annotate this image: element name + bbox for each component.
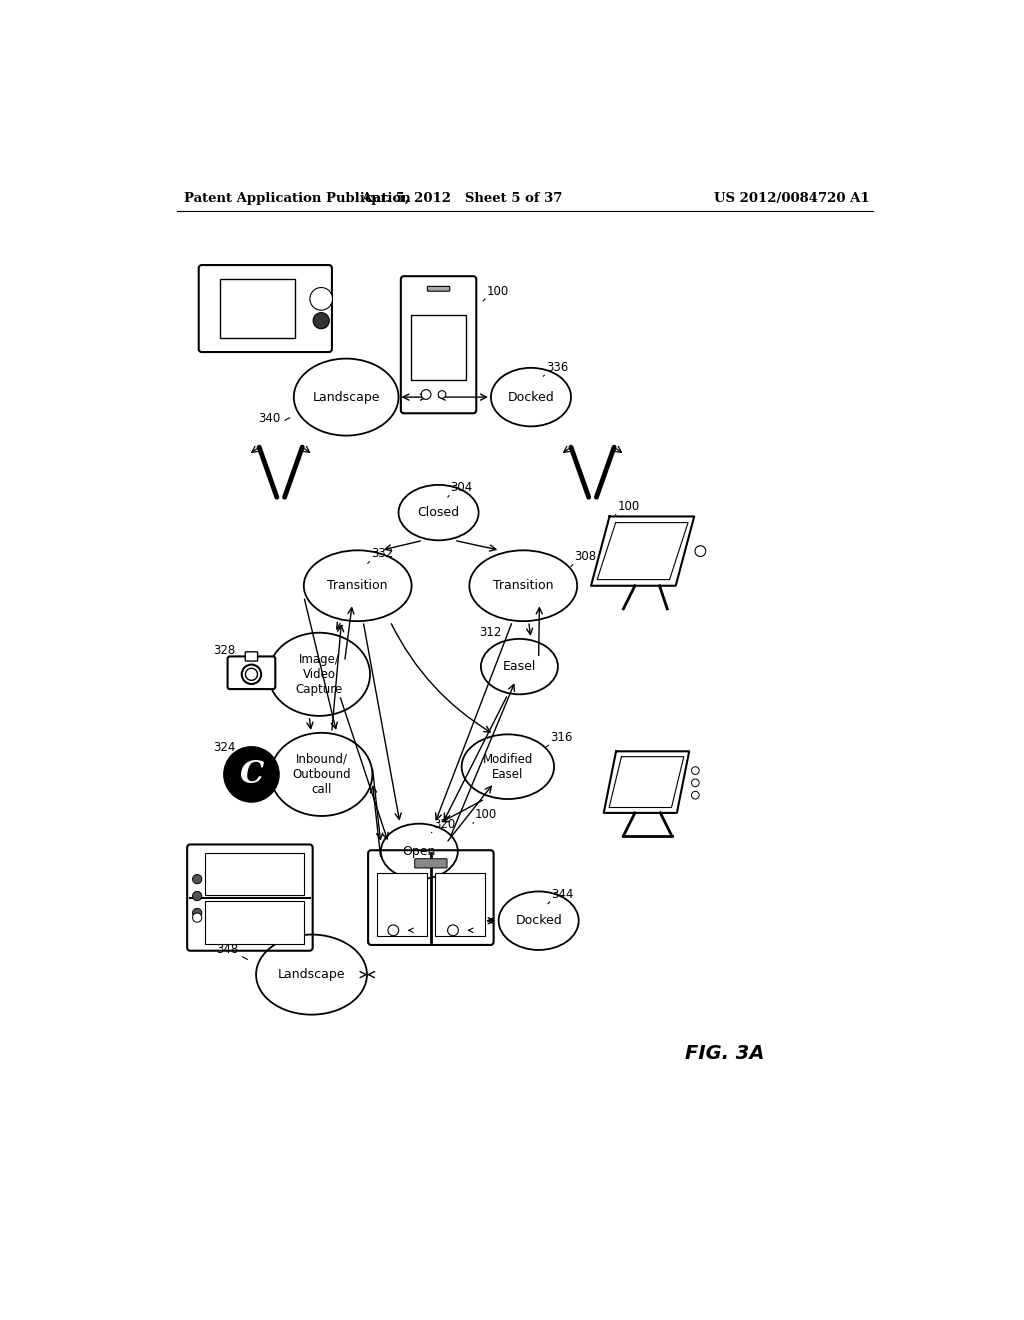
Circle shape xyxy=(193,908,202,917)
FancyBboxPatch shape xyxy=(205,853,304,895)
Text: 336: 336 xyxy=(547,360,568,374)
Text: 344: 344 xyxy=(551,887,573,900)
Circle shape xyxy=(447,925,459,936)
Text: 100: 100 xyxy=(475,808,497,821)
Text: 304: 304 xyxy=(451,480,472,494)
Circle shape xyxy=(691,779,699,787)
Text: 328: 328 xyxy=(213,644,236,656)
FancyBboxPatch shape xyxy=(415,859,447,869)
Text: Docked: Docked xyxy=(515,915,562,927)
Text: Image/
Video
Capture: Image/ Video Capture xyxy=(296,653,343,696)
Circle shape xyxy=(193,891,202,900)
FancyBboxPatch shape xyxy=(400,276,476,413)
FancyBboxPatch shape xyxy=(220,280,295,338)
Circle shape xyxy=(310,288,333,310)
FancyBboxPatch shape xyxy=(427,286,450,292)
Circle shape xyxy=(193,874,202,884)
Circle shape xyxy=(438,391,445,399)
Circle shape xyxy=(421,389,431,400)
Text: Docked: Docked xyxy=(508,391,554,404)
Text: 312: 312 xyxy=(479,626,502,639)
Text: 320: 320 xyxy=(433,818,456,832)
FancyBboxPatch shape xyxy=(377,873,427,936)
Circle shape xyxy=(695,545,706,557)
Text: Easel: Easel xyxy=(503,660,537,673)
Text: Inbound/
Outbound
call: Inbound/ Outbound call xyxy=(292,752,351,796)
Text: Apr. 5, 2012   Sheet 5 of 37: Apr. 5, 2012 Sheet 5 of 37 xyxy=(361,191,562,205)
Polygon shape xyxy=(597,523,688,579)
Circle shape xyxy=(224,747,279,801)
FancyBboxPatch shape xyxy=(435,873,485,936)
Text: Transition: Transition xyxy=(328,579,388,593)
FancyBboxPatch shape xyxy=(199,265,332,352)
Text: Modified
Easel: Modified Easel xyxy=(482,752,534,780)
Text: Patent Application Publication: Patent Application Publication xyxy=(184,191,412,205)
Circle shape xyxy=(691,792,699,799)
Text: Closed: Closed xyxy=(418,506,460,519)
Polygon shape xyxy=(591,516,694,586)
Text: Landscape: Landscape xyxy=(278,968,345,981)
Text: 100: 100 xyxy=(617,500,639,513)
Text: 340: 340 xyxy=(258,412,281,425)
Circle shape xyxy=(313,313,330,329)
FancyBboxPatch shape xyxy=(412,315,466,380)
FancyBboxPatch shape xyxy=(205,902,304,944)
Text: 348: 348 xyxy=(216,942,239,956)
Circle shape xyxy=(242,664,261,684)
Text: 332: 332 xyxy=(371,548,393,560)
Text: FIG. 3A: FIG. 3A xyxy=(685,1044,765,1063)
FancyBboxPatch shape xyxy=(246,652,258,661)
Text: C: C xyxy=(240,759,263,789)
Circle shape xyxy=(246,668,257,680)
Circle shape xyxy=(193,913,202,923)
Text: US 2012/0084720 A1: US 2012/0084720 A1 xyxy=(714,191,869,205)
Text: 316: 316 xyxy=(550,731,572,744)
Text: Transition: Transition xyxy=(493,579,554,593)
Text: 100: 100 xyxy=(486,285,509,298)
Polygon shape xyxy=(609,756,684,808)
Circle shape xyxy=(388,925,398,936)
FancyBboxPatch shape xyxy=(187,845,312,950)
Text: 324: 324 xyxy=(213,742,236,754)
Polygon shape xyxy=(604,751,689,813)
Text: Open: Open xyxy=(402,845,436,858)
Text: Landscape: Landscape xyxy=(312,391,380,404)
Circle shape xyxy=(691,767,699,775)
FancyBboxPatch shape xyxy=(368,850,494,945)
FancyBboxPatch shape xyxy=(227,656,275,689)
Text: 308: 308 xyxy=(574,550,596,564)
